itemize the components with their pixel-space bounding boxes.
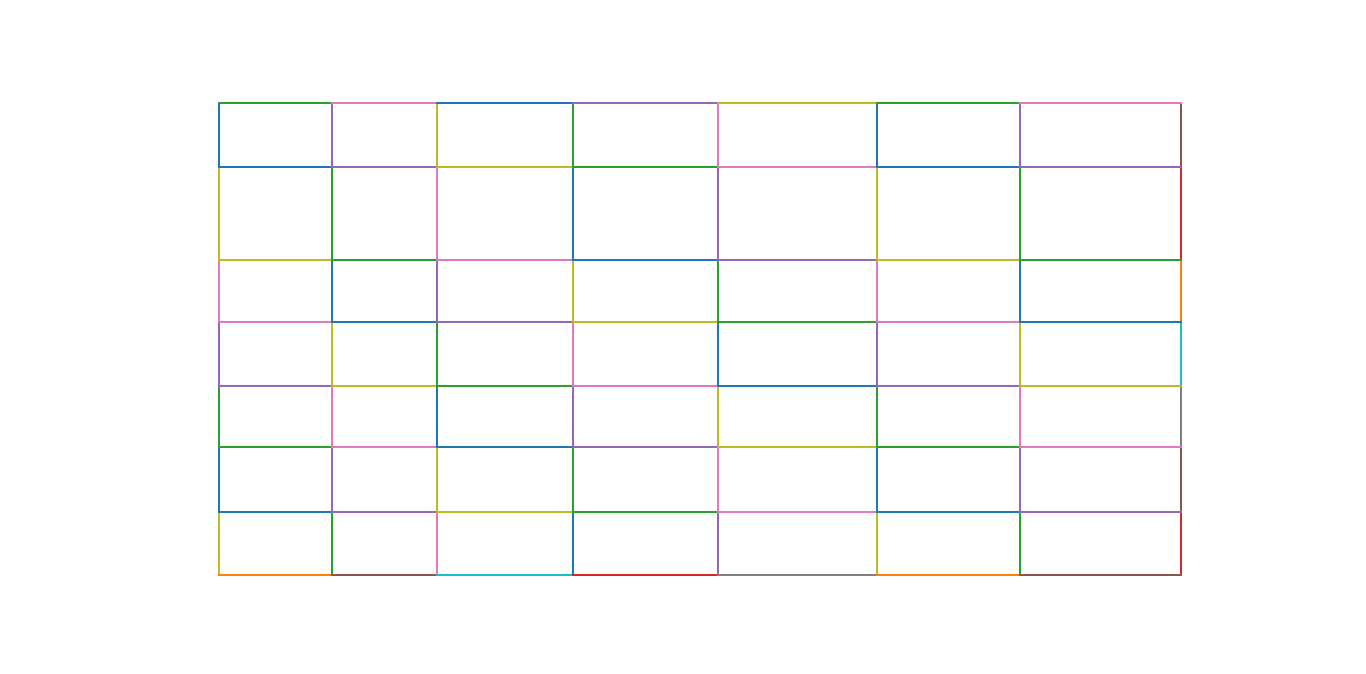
figure-canvas <box>218 102 1182 576</box>
colored-grid-figure <box>218 102 1182 576</box>
